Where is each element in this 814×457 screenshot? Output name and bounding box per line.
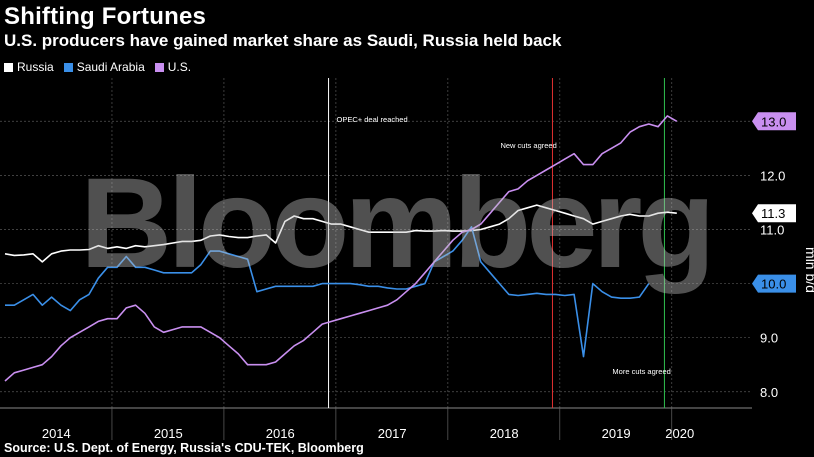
chart-title: Shifting Fortunes [4,3,207,30]
legend: Russia Saudi Arabia U.S. [4,60,191,74]
legend-label-us: U.S. [167,60,192,74]
y-tick-label: 12.0 [760,168,785,183]
legend-item-us: U.S. [154,60,192,74]
end-value-label: 10.0 [761,277,786,292]
end-value-label: 11.3 [761,206,785,221]
series-line [5,226,650,358]
series-line [4,115,678,382]
x-tick-label: 2017 [378,426,407,441]
y-tick-label: 11.0 [760,222,784,237]
x-tick-label: 2016 [266,426,295,441]
y-tick-label: 8.0 [760,385,778,400]
x-tick-label: 2020 [665,426,694,441]
series-line [4,204,677,263]
annotation-label: OPEC+ deal reached [337,115,408,124]
source-note: Source: U.S. Dept. of Energy, Russia's C… [4,441,364,455]
x-tick-label: 2014 [42,426,71,441]
x-tick-label: 2018 [490,426,519,441]
legend-swatch-us [154,62,164,72]
legend-item-russia: Russia [4,60,54,74]
legend-swatch-russia [4,62,13,72]
legend-item-saudi: Saudi Arabia [63,60,145,74]
end-value-label: 13.0 [761,114,786,129]
y-axis-label: mln b/d [803,247,814,293]
legend-label-saudi: Saudi Arabia [76,60,145,74]
y-tick-label: 9.0 [760,331,778,346]
legend-label-russia: Russia [17,60,54,74]
annotation-label: New cuts agreed [500,141,556,150]
annotation-label: More cuts agreed [612,367,670,376]
end-value-tag [752,112,796,131]
chart-subtitle: U.S. producers have gained market share … [4,31,562,50]
end-value-tag [752,204,796,223]
end-value-tag [752,274,796,293]
x-tick-label: 2019 [602,426,631,441]
x-tick-label: 2015 [154,426,183,441]
legend-swatch-saudi [63,62,73,72]
